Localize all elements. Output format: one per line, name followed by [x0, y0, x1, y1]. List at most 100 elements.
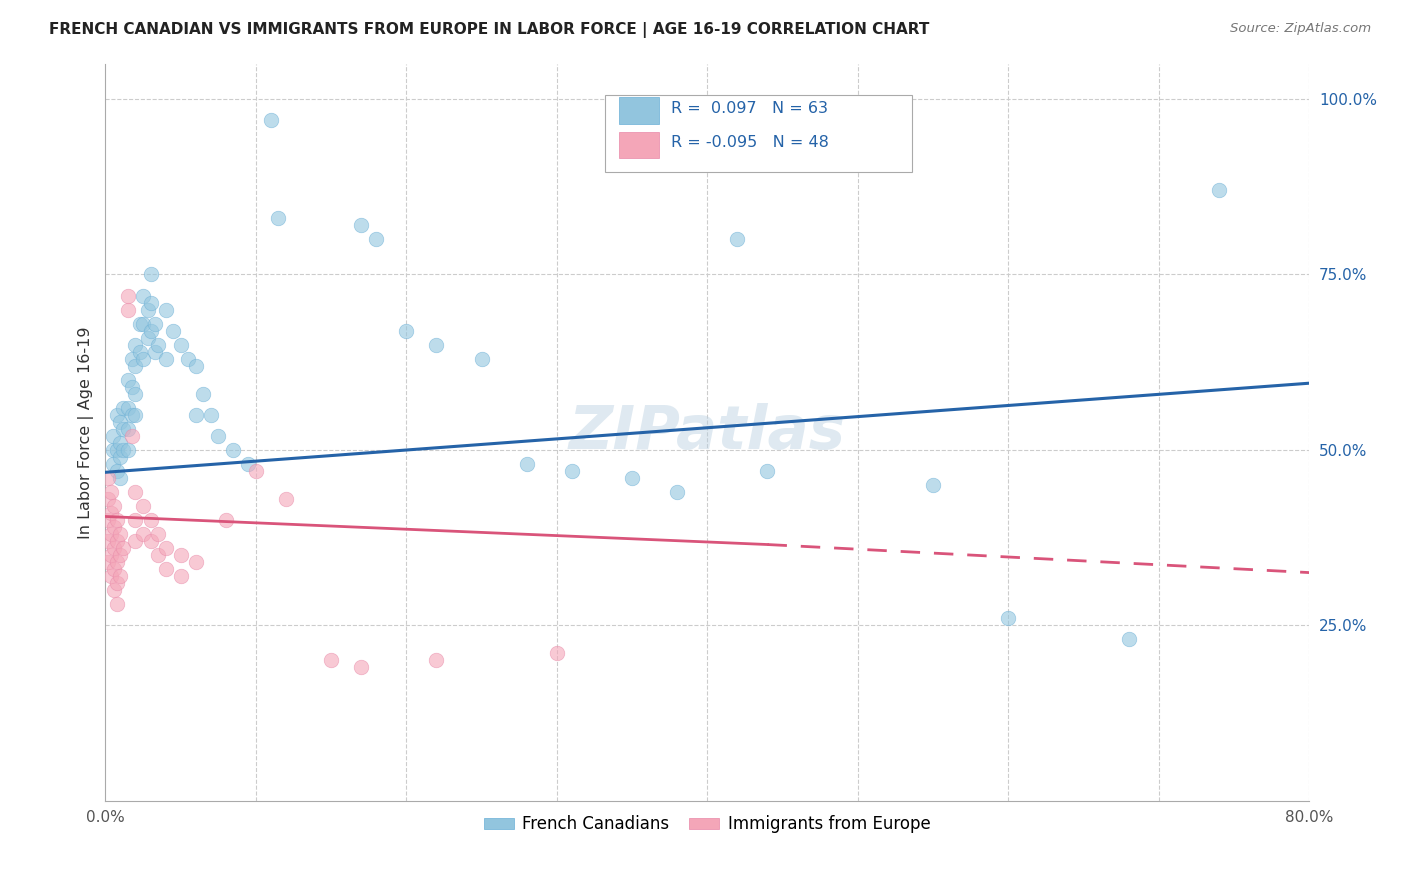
Point: [103, 499, 125, 513]
Point: [129, 344, 152, 359]
Point: [107, 408, 129, 422]
Point: [103, 541, 125, 555]
Text: Source: ZipAtlas.com: Source: ZipAtlas.com: [1230, 22, 1371, 36]
Point: [132, 317, 155, 331]
Point: [110, 471, 132, 485]
Point: [169, 548, 191, 562]
Point: [107, 534, 129, 549]
Point: [97, 491, 120, 506]
Point: [110, 415, 132, 429]
Point: [101, 457, 124, 471]
Bar: [620, 97, 659, 124]
Point: [124, 534, 146, 549]
Point: [112, 442, 135, 457]
Point: [121, 380, 143, 394]
Point: [155, 562, 177, 576]
Point: [110, 527, 132, 541]
Point: [101, 442, 124, 457]
Point: [107, 555, 129, 569]
Point: [124, 484, 146, 499]
Point: [184, 408, 207, 422]
Point: [110, 569, 132, 583]
Point: [155, 351, 177, 366]
Point: [139, 268, 162, 282]
Point: [117, 288, 139, 302]
Point: [238, 457, 260, 471]
Point: [139, 324, 162, 338]
Point: [107, 576, 129, 591]
Point: [756, 464, 779, 478]
Point: [132, 499, 155, 513]
Point: [319, 653, 342, 667]
Point: [107, 464, 129, 478]
Point: [207, 429, 229, 443]
Legend: French Canadians, Immigrants from Europe: French Canadians, Immigrants from Europe: [478, 809, 938, 840]
Point: [132, 527, 155, 541]
Point: [350, 219, 373, 233]
Point: [103, 520, 125, 534]
Point: [112, 422, 135, 436]
Point: [117, 401, 139, 415]
Point: [146, 337, 169, 351]
Point: [129, 317, 152, 331]
Point: [132, 288, 155, 302]
Point: [124, 408, 146, 422]
Point: [117, 373, 139, 387]
Point: [546, 646, 568, 660]
Point: [621, 471, 644, 485]
Point: [100, 484, 122, 499]
Point: [725, 232, 748, 246]
Point: [121, 429, 143, 443]
Point: [267, 211, 290, 226]
Point: [100, 569, 122, 583]
Text: ZIPatlas: ZIPatlas: [569, 403, 846, 462]
Point: [155, 541, 177, 555]
Point: [260, 113, 283, 128]
Point: [110, 450, 132, 464]
Point: [177, 351, 200, 366]
Point: [124, 337, 146, 351]
Point: [155, 302, 177, 317]
Point: [425, 337, 447, 351]
Point: [245, 464, 267, 478]
Point: [184, 359, 207, 373]
Point: [110, 548, 132, 562]
Point: [112, 401, 135, 415]
Point: [117, 302, 139, 317]
Point: [136, 302, 159, 317]
Point: [103, 562, 125, 576]
Point: [97, 555, 120, 569]
Point: [222, 442, 245, 457]
Point: [117, 422, 139, 436]
Bar: [620, 132, 659, 159]
Point: [124, 386, 146, 401]
Point: [425, 653, 447, 667]
Point: [132, 351, 155, 366]
Point: [110, 435, 132, 450]
Point: [139, 534, 162, 549]
Point: [471, 351, 494, 366]
Point: [193, 386, 215, 401]
Point: [997, 611, 1019, 625]
Point: [107, 597, 129, 611]
Point: [366, 232, 388, 246]
Y-axis label: In Labor Force | Age 16-19: In Labor Force | Age 16-19: [79, 326, 94, 539]
Text: FRENCH CANADIAN VS IMMIGRANTS FROM EUROPE IN LABOR FORCE | AGE 16-19 CORRELATION: FRENCH CANADIAN VS IMMIGRANTS FROM EUROP…: [49, 22, 929, 38]
Point: [143, 344, 166, 359]
Point: [100, 506, 122, 520]
Point: [100, 527, 122, 541]
Point: [117, 442, 139, 457]
FancyBboxPatch shape: [605, 95, 912, 172]
Point: [395, 324, 418, 338]
Point: [107, 442, 129, 457]
Text: R =  0.097   N = 63: R = 0.097 N = 63: [671, 101, 828, 116]
Point: [107, 513, 129, 527]
Point: [121, 351, 143, 366]
Point: [162, 324, 184, 338]
Point: [112, 541, 135, 555]
Point: [100, 548, 122, 562]
Point: [124, 513, 146, 527]
Point: [139, 295, 162, 310]
Point: [922, 478, 945, 492]
Point: [561, 464, 583, 478]
